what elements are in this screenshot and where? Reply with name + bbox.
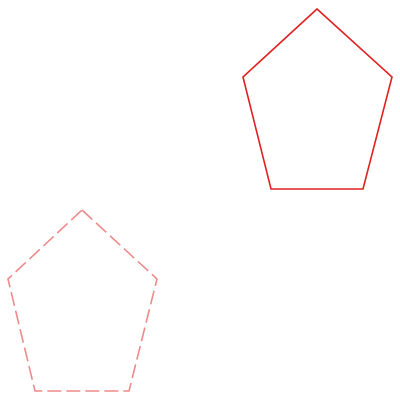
solid-red-pentagon bbox=[242, 7, 393, 190]
dashed-pink-pentagon bbox=[7, 208, 158, 392]
